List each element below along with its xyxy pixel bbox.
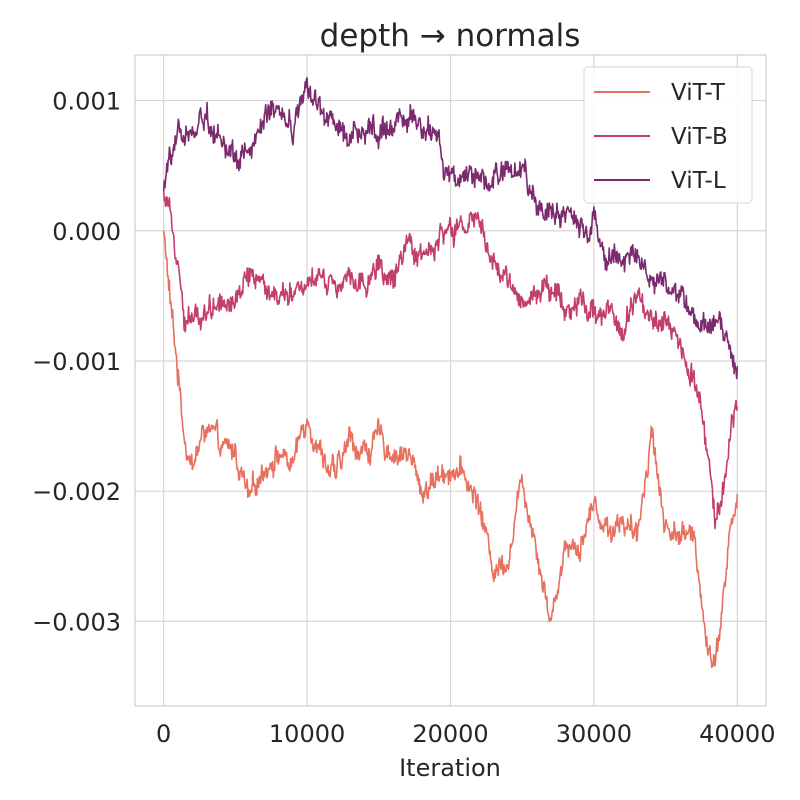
series-line-vit-b: [162, 191, 739, 530]
y-tick-label: −0.002: [32, 478, 121, 506]
series-layer: [162, 77, 739, 669]
x-tick-label: 40000: [699, 720, 775, 748]
y-tick-label: 0.000: [52, 218, 121, 246]
series-line-vit-l: [162, 77, 739, 380]
y-tick-label: −0.003: [32, 608, 121, 636]
x-tick-label: 0: [156, 720, 171, 748]
x-tick-label: 30000: [556, 720, 632, 748]
legend-label-vit-b: ViT-B: [671, 124, 728, 150]
series-line-vit-t: [162, 230, 739, 669]
plot-frame: [134, 54, 767, 707]
legend: ViT-T ViT-B ViT-L: [583, 66, 753, 204]
x-axis-label: Iteration: [399, 754, 501, 782]
tick-layer: 0 10000 20000 30000 40000 0.001 0.000 −0.001 −0.…: [32, 88, 775, 748]
y-tick-label: −0.001: [32, 348, 121, 376]
x-tick-label: 10000: [269, 720, 345, 748]
y-tick-label: 0.001: [52, 88, 121, 116]
legend-box: [583, 66, 753, 204]
legend-label-vit-t: ViT-T: [671, 80, 726, 106]
chart-title: depth → normals: [320, 18, 581, 54]
legend-label-vit-l: ViT-L: [671, 168, 726, 194]
x-tick-label: 20000: [412, 720, 488, 748]
